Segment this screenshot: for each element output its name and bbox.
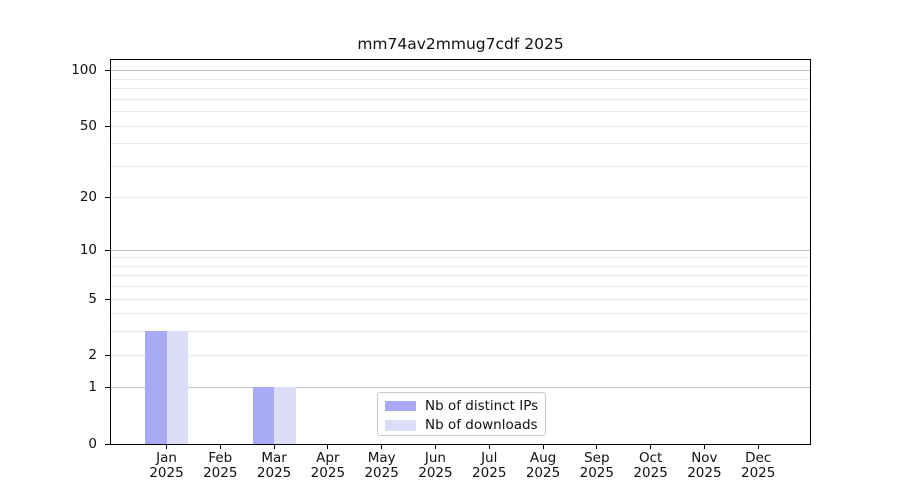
y-tick-label: 50	[79, 117, 97, 134]
y-tick-mark	[105, 249, 110, 251]
x-tick-mark	[327, 445, 329, 449]
x-tick-month: Feb	[208, 450, 233, 466]
minor-gridline	[111, 111, 810, 113]
y-tick-label: 10	[79, 241, 97, 258]
y-tick-mark	[105, 70, 110, 72]
x-tick-label: Feb 2025	[188, 451, 252, 481]
minor-gridline	[111, 257, 810, 259]
legend-label-distinct-ips: Nb of distinct IPs	[425, 397, 539, 414]
x-tick-label: Sep 2025	[565, 451, 629, 481]
minor-gridline	[111, 98, 810, 100]
x-tick-year: 2025	[310, 465, 346, 481]
x-tick-month: Sep	[584, 450, 610, 466]
y-tick-label: 2	[88, 346, 97, 363]
x-tick-label: Mar 2025	[242, 451, 306, 481]
x-tick-year: 2025	[149, 465, 184, 481]
x-tick-label: Jan 2025	[135, 451, 199, 481]
minor-gridline	[111, 265, 810, 267]
minor-gridline	[111, 298, 810, 300]
minor-gridline	[111, 313, 810, 315]
legend-item-downloads: Nb of downloads	[378, 416, 545, 436]
y-tick-mark	[105, 197, 110, 199]
x-tick-mark	[488, 445, 490, 449]
bar	[252, 387, 275, 444]
minor-gridline	[111, 286, 810, 288]
x-tick-month: Dec	[745, 450, 772, 466]
x-tick-label: Aug 2025	[511, 451, 575, 481]
y-tick-mark	[105, 387, 110, 389]
x-tick-year: 2025	[203, 465, 238, 481]
minor-gridline	[111, 125, 810, 127]
legend-item-distinct-ips: Nb of distinct IPs	[378, 396, 545, 416]
x-tick-mark	[219, 445, 221, 449]
x-tick-label: Jun 2025	[403, 451, 467, 481]
x-tick-mark	[757, 445, 759, 449]
plot-area	[110, 59, 811, 445]
minor-gridline	[111, 165, 810, 167]
y-tick-label: 0	[88, 435, 97, 452]
y-tick-label: 100	[71, 62, 97, 79]
major-gridline	[111, 387, 810, 389]
x-tick-year: 2025	[256, 465, 292, 481]
minor-gridline	[111, 331, 810, 333]
x-tick-year: 2025	[472, 465, 507, 481]
x-tick-label: Oct 2025	[619, 451, 683, 481]
x-tick-month: May	[367, 450, 396, 466]
minor-gridline	[111, 354, 810, 356]
y-tick-mark	[105, 354, 110, 356]
y-tick-mark	[105, 443, 110, 445]
minor-gridline	[111, 88, 810, 90]
chart-title: mm74av2mmug7cdf 2025	[357, 35, 564, 53]
legend: Nb of distinct IPs Nb of downloads	[377, 392, 546, 436]
x-tick-month: Apr	[316, 450, 340, 466]
x-tick-year: 2025	[633, 465, 668, 481]
x-tick-mark	[273, 445, 275, 449]
x-tick-year: 2025	[525, 465, 561, 481]
bar	[145, 331, 167, 444]
minor-gridline	[111, 78, 810, 80]
major-gridline	[111, 70, 810, 72]
x-tick-mark	[703, 445, 705, 449]
minor-gridline	[111, 197, 810, 199]
x-tick-month: Jan	[156, 450, 177, 466]
x-tick-month: Mar	[261, 450, 287, 466]
x-tick-mark	[650, 445, 652, 449]
y-tick-label: 20	[79, 189, 97, 206]
x-tick-month: Nov	[691, 450, 718, 466]
x-tick-mark	[542, 445, 544, 449]
x-tick-label: Dec 2025	[726, 451, 790, 481]
x-tick-month: Jun	[424, 450, 446, 466]
y-tick-label: 5	[88, 290, 97, 307]
x-tick-mark	[381, 445, 383, 449]
x-tick-label: Jul 2025	[457, 451, 521, 481]
y-tick-mark	[105, 125, 110, 127]
legend-label-downloads: Nb of downloads	[425, 417, 538, 434]
major-gridline	[111, 249, 810, 251]
x-tick-mark	[434, 445, 436, 449]
legend-swatch-downloads	[385, 420, 416, 431]
bar	[274, 387, 296, 444]
minor-gridline	[111, 143, 810, 145]
x-tick-label: Apr 2025	[296, 451, 360, 481]
x-tick-year: 2025	[579, 465, 614, 481]
minor-gridline	[111, 275, 810, 277]
x-tick-month: Aug	[529, 450, 557, 466]
x-tick-mark	[166, 445, 167, 449]
x-tick-label: May 2025	[350, 451, 414, 481]
x-tick-label: Nov 2025	[672, 451, 736, 481]
legend-swatch-distinct-ips	[385, 400, 416, 411]
bar	[166, 331, 188, 444]
y-tick-label: 1	[88, 379, 97, 396]
x-tick-mark	[596, 445, 598, 449]
x-tick-year: 2025	[364, 465, 399, 481]
y-tick-mark	[105, 298, 110, 300]
x-tick-month: Jul	[481, 450, 498, 466]
x-tick-year: 2025	[418, 465, 453, 481]
x-tick-year: 2025	[741, 465, 776, 481]
x-tick-month: Oct	[638, 450, 663, 466]
x-tick-year: 2025	[687, 465, 722, 481]
